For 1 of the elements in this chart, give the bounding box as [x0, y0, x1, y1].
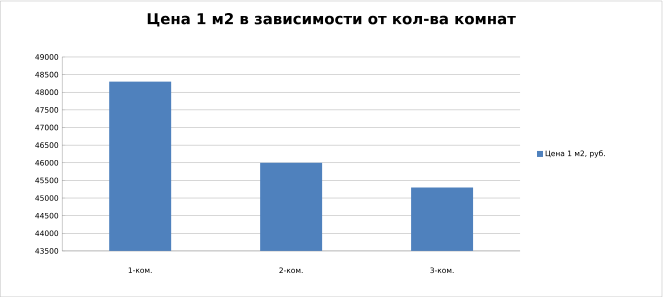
- chart-title: Цена 1 м2 в зависимости от кол-ва комнат: [148, 13, 516, 26]
